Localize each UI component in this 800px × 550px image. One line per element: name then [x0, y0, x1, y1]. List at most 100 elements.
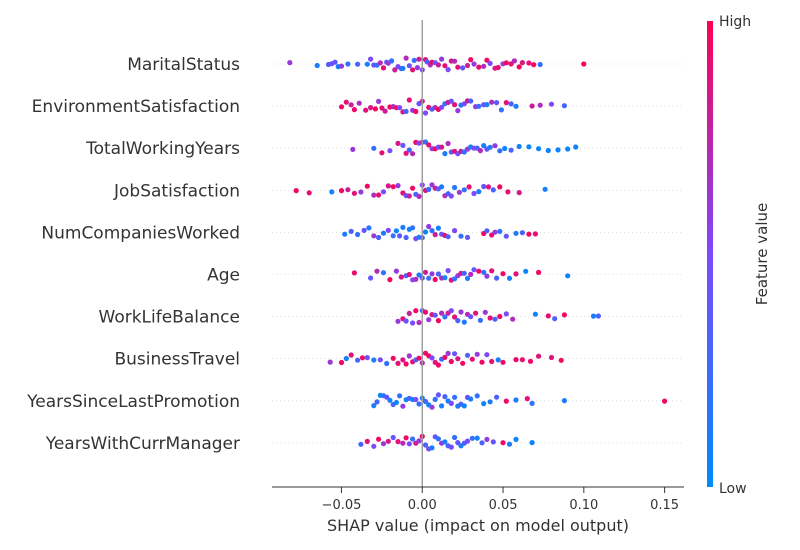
- shap-point: [492, 316, 498, 322]
- shap-point: [537, 61, 543, 68]
- shap-point: [393, 268, 399, 274]
- shap-point: [548, 354, 555, 361]
- shap-point: [416, 355, 422, 361]
- shap-point: [293, 188, 299, 194]
- shap-point: [368, 56, 374, 62]
- shap-point: [461, 403, 467, 409]
- shap-point: [390, 233, 396, 239]
- shap-point: [471, 267, 477, 273]
- x-tick-label: −0.05: [322, 498, 362, 513]
- feature-label: TotalWorkingYears: [85, 139, 240, 159]
- shap-point: [502, 145, 508, 152]
- shap-point: [573, 144, 579, 150]
- shap-point: [548, 101, 555, 107]
- shap-point: [435, 318, 441, 324]
- shap-point: [416, 401, 422, 407]
- shap-point: [403, 108, 409, 114]
- shap-point: [464, 275, 471, 281]
- shap-point: [435, 225, 441, 231]
- shap-point: [422, 442, 429, 448]
- shap-point: [410, 185, 416, 191]
- shap-point: [458, 309, 464, 315]
- shap-point: [422, 398, 429, 405]
- shap-point: [460, 360, 466, 366]
- shap-point: [432, 276, 438, 283]
- shap-point: [497, 184, 503, 190]
- shap-point: [403, 55, 409, 61]
- shap-point: [500, 271, 506, 277]
- shap-point: [385, 227, 391, 233]
- shap-point: [348, 102, 354, 108]
- shap-point: [400, 142, 406, 148]
- shap-point: [464, 438, 471, 444]
- shap-point: [552, 316, 558, 322]
- shap-point: [442, 275, 448, 281]
- shap-point: [400, 440, 406, 446]
- shap-point: [355, 357, 361, 363]
- x-axis-ticks: −0.05 0.00 0.05 0.10 0.15: [322, 487, 679, 513]
- shap-point: [513, 397, 519, 403]
- shap-point: [429, 182, 435, 188]
- shap-point: [439, 310, 445, 316]
- shap-point: [410, 67, 416, 73]
- shap-point: [390, 355, 396, 361]
- shap-point: [471, 190, 477, 197]
- shap-point: [536, 146, 542, 152]
- shap-point: [464, 62, 471, 69]
- colorbar-title: Feature value: [753, 203, 771, 305]
- shap-point: [416, 56, 422, 62]
- shap-point: [484, 436, 490, 442]
- shap-point: [516, 143, 522, 150]
- shap-point: [387, 277, 393, 283]
- shap-point: [479, 359, 485, 365]
- shap-point: [461, 270, 467, 276]
- shap-point: [382, 108, 388, 114]
- colorbar-high-label: High: [719, 14, 751, 30]
- shap-point: [442, 314, 448, 320]
- shap-point: [513, 271, 519, 277]
- shap-point: [387, 397, 393, 403]
- shap-point: [490, 439, 496, 445]
- shap-point: [358, 189, 364, 195]
- shap-point: [397, 105, 403, 111]
- shap-point: [469, 356, 475, 362]
- shap-point: [400, 357, 406, 363]
- shap-point: [435, 362, 441, 368]
- shap-point: [395, 183, 401, 189]
- shap-point: [452, 434, 458, 441]
- shap-point: [497, 148, 503, 154]
- shap-point: [511, 58, 517, 64]
- shap-point: [406, 271, 412, 278]
- shap-point: [448, 308, 454, 314]
- shap-point: [403, 361, 409, 367]
- shap-point: [429, 271, 435, 277]
- shap-point: [345, 61, 351, 67]
- shap-point: [439, 184, 445, 190]
- shap-point: [458, 233, 464, 239]
- shap-point: [565, 273, 571, 279]
- shap-point: [526, 144, 532, 150]
- shap-point: [385, 438, 391, 444]
- shap-point: [476, 103, 482, 109]
- shap-point: [468, 396, 474, 402]
- shap-point: [395, 360, 401, 366]
- shap-point: [532, 311, 539, 317]
- shap-point: [338, 63, 345, 69]
- shap-point: [448, 193, 454, 199]
- shap-point: [595, 313, 602, 319]
- shap-point: [452, 351, 458, 357]
- shap-point: [413, 108, 419, 115]
- shap-point: [384, 360, 390, 367]
- shap-point: [473, 310, 479, 316]
- x-tick-label: 0.00: [408, 498, 437, 513]
- shap-point: [503, 398, 509, 404]
- shap-point: [476, 189, 482, 195]
- shap-point: [432, 312, 438, 318]
- shap-point: [481, 401, 487, 407]
- shap-point: [361, 227, 367, 233]
- shap-point: [452, 58, 458, 64]
- shap-point: [481, 143, 487, 149]
- shap-point: [338, 104, 345, 110]
- shap-point: [469, 435, 475, 441]
- shap-point: [492, 229, 498, 235]
